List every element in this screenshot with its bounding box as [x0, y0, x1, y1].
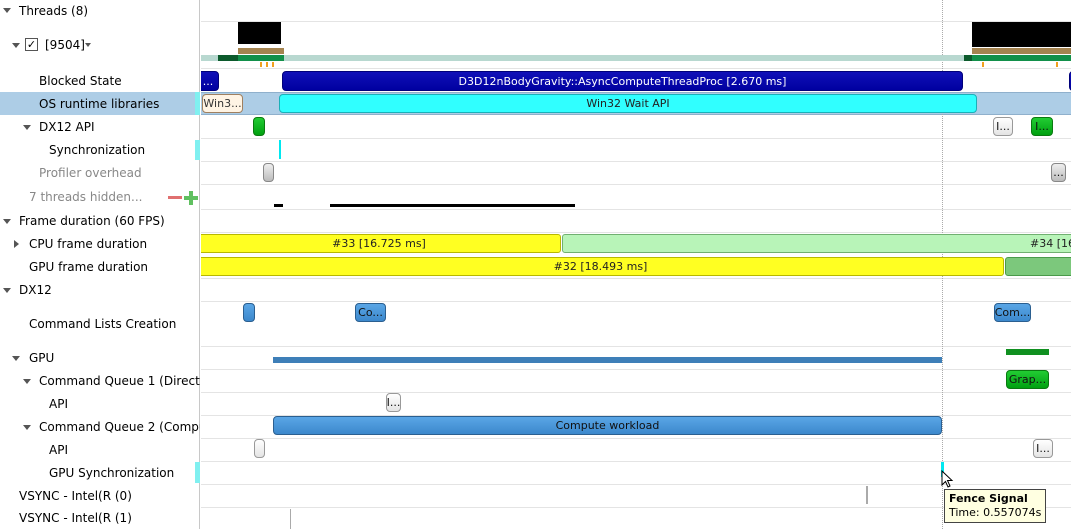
timeline[interactable]: ... D3D12nBodyGravity::AsyncComputeThrea…: [201, 0, 1071, 529]
tree-row-vsync-0[interactable]: VSYNC - Intel(R (0): [19, 488, 132, 503]
tree-row-cq1[interactable]: Command Queue 1 (Direct): [0, 369, 200, 392]
tree-row-os-runtime[interactable]: OS runtime libraries: [0, 92, 200, 115]
tree-row-thread-9504[interactable]: ✓ [9504]: [0, 22, 200, 68]
command-list-bar[interactable]: Co...: [355, 303, 386, 322]
expand-icon[interactable]: [23, 425, 31, 430]
tree-row-synchronization[interactable]: Synchronization: [0, 138, 200, 161]
cpu-usage-strip: [201, 55, 1071, 61]
tree-row-dx12-api[interactable]: DX12 API: [0, 115, 200, 138]
tree-row-threads-hidden[interactable]: 7 threads hidden...: [0, 184, 200, 209]
mouse-cursor-icon: [941, 470, 954, 488]
tree-row-vsync-1[interactable]: VSYNC - Intel(R (1): [19, 511, 132, 525]
tree-row-blocked-state[interactable]: Blocked State: [39, 73, 122, 88]
row-marker: [195, 462, 200, 483]
expand-icon[interactable]: [3, 219, 11, 224]
minus-icon[interactable]: [168, 196, 182, 199]
dx12-api-bar[interactable]: I...: [993, 117, 1013, 136]
tree-row-cpu-frame[interactable]: CPU frame duration: [0, 232, 200, 255]
dropdown-icon[interactable]: [85, 43, 91, 47]
tree-row-profiler-overhead[interactable]: Profiler overhead: [39, 165, 142, 180]
tree-row-gpu-sync[interactable]: GPU Synchronization: [0, 461, 200, 484]
sync-marker[interactable]: [279, 140, 281, 159]
collapse-icon[interactable]: [14, 240, 19, 248]
cq2-api-bar[interactable]: [254, 439, 265, 458]
blocked-bar[interactable]: D3D12nBodyGravity::AsyncComputeThreadPro…: [282, 71, 963, 91]
command-list-bar[interactable]: Com...: [994, 303, 1031, 322]
cpu-frame-bar[interactable]: #34 [16: [562, 234, 1071, 253]
command-list-bar[interactable]: [243, 303, 255, 322]
tree-row-dx12[interactable]: DX12: [0, 278, 200, 301]
tooltip-title: Fence Signal: [949, 492, 1028, 505]
tree-row-cq2-api[interactable]: API: [49, 442, 68, 457]
vsync-marker: [290, 509, 291, 529]
expand-icon[interactable]: [3, 8, 11, 13]
dx12-api-bar[interactable]: I...: [1031, 117, 1053, 136]
dx12-api-bar[interactable]: [253, 117, 265, 136]
fence-signal-marker[interactable]: [941, 462, 944, 477]
tree-row-gpu-frame[interactable]: GPU frame duration: [29, 259, 149, 274]
tooltip: Fence Signal Time: 0.557074s: [944, 489, 1047, 523]
expand-icon[interactable]: [23, 125, 31, 130]
cq1-bar[interactable]: Grap...: [1006, 370, 1049, 389]
thread-checkbox[interactable]: ✓: [25, 38, 38, 51]
os-runtime-bar[interactable]: Win3...: [202, 94, 243, 113]
tree-row-threads[interactable]: Threads (8): [0, 0, 200, 21]
expand-icon[interactable]: [23, 379, 31, 384]
tree-panel: Threads (8) ✓ [9504] Blocked State OS run…: [0, 0, 200, 529]
profiler-bar[interactable]: ...: [1051, 163, 1066, 182]
cq1-api-bar[interactable]: I...: [386, 393, 401, 412]
row-marker: [195, 140, 200, 160]
tree-row-cq1-api[interactable]: API: [49, 396, 68, 411]
row-marker: [195, 92, 200, 115]
blocked-bar[interactable]: ...: [201, 71, 219, 91]
profiler-bar[interactable]: [263, 163, 274, 182]
gpu-frame-bar[interactable]: [1005, 257, 1071, 276]
cpu-frame-bar[interactable]: #33 [16.725 ms]: [201, 234, 561, 253]
tree-row-frame-duration[interactable]: Frame duration (60 FPS): [0, 209, 200, 232]
hidden-threads-activity: [330, 204, 575, 207]
expand-icon[interactable]: [12, 43, 20, 48]
cpu-usage-peak: [238, 22, 281, 44]
tree-row-command-lists[interactable]: Command Lists Creation: [29, 316, 177, 331]
gpu-activity: [273, 357, 942, 363]
vsync-marker: [866, 486, 868, 504]
compute-workload-bar[interactable]: Compute workload: [273, 416, 942, 435]
tree-row-gpu[interactable]: GPU: [0, 346, 200, 369]
tree-row-cq2[interactable]: Command Queue 2 (Compute): [0, 415, 200, 438]
cq2-api-bar[interactable]: I...: [1033, 439, 1053, 458]
plus-icon[interactable]: [184, 191, 198, 205]
gpu-frame-bar[interactable]: #32 [18.493 ms]: [201, 257, 1004, 276]
os-runtime-bar[interactable]: Win32 Wait API: [279, 94, 977, 113]
expand-icon[interactable]: [12, 356, 20, 361]
expand-icon[interactable]: [3, 288, 11, 293]
tooltip-time: Time: 0.557074s: [949, 506, 1042, 519]
